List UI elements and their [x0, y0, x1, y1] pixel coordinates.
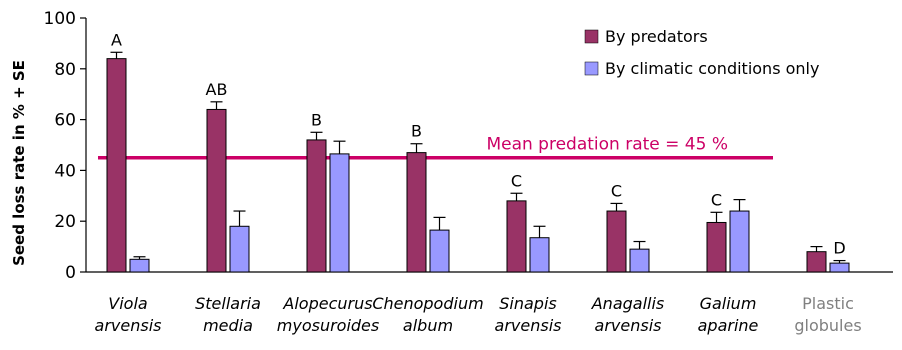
- category-label-line2: arvensis: [495, 316, 562, 335]
- mean-line-label: Mean predation rate = 45 %: [486, 135, 728, 155]
- legend-swatch-predators: [584, 29, 599, 44]
- significance-letter: A: [111, 30, 122, 49]
- bar-climatic: [829, 262, 850, 273]
- y-tick-label: 40: [54, 161, 76, 181]
- bar-climatic: [429, 229, 450, 273]
- y-axis: 0 20 40 60 80 100: [44, 9, 893, 283]
- bar-climatic: [329, 153, 350, 273]
- significance-letter: C: [711, 190, 722, 209]
- category-label-line2: myosuroides: [277, 316, 379, 335]
- bar-climatic: [629, 248, 650, 273]
- legend-swatch-climatic: [584, 61, 599, 76]
- y-tick-label: 100: [44, 9, 76, 29]
- category-label-line2: aparine: [698, 316, 759, 335]
- y-tick-label: 0: [65, 263, 76, 283]
- category-label-line1: Stellaria: [195, 294, 261, 313]
- significance-letter: B: [311, 110, 322, 129]
- category-label-line2: album: [403, 316, 453, 335]
- x-axis: Viola arvensis Stellaria media Alopecurus myo…: [95, 294, 862, 335]
- bar-predators: [206, 108, 227, 273]
- significance-letter: D: [833, 239, 845, 258]
- y-tick-label: 80: [54, 60, 76, 80]
- bar-predators: [106, 58, 127, 273]
- bar-climatic: [229, 225, 250, 273]
- category-label-line2: arvensis: [595, 316, 662, 335]
- category-label-line1: Sinapis: [499, 294, 556, 313]
- bars-group: A AB B B C C C D: [106, 30, 850, 273]
- bar-predators: [506, 200, 527, 273]
- y-tick-label: 60: [54, 111, 76, 131]
- mean-line-group: Mean predation rate = 45 %: [98, 135, 773, 160]
- significance-letter: C: [511, 171, 522, 190]
- legend-label-climatic: By climatic conditions only: [605, 59, 819, 78]
- category-label-line2: media: [203, 316, 253, 335]
- bar-climatic: [129, 258, 150, 273]
- legend: By predators By climatic conditions only: [584, 27, 819, 78]
- category-label-line1: Plastic: [802, 294, 854, 313]
- bar-predators: [806, 251, 827, 273]
- category-label-line1: Alopecurus: [282, 294, 372, 313]
- category-label-line1: Anagallis: [591, 294, 665, 313]
- bar-predators: [706, 221, 727, 273]
- bar-predators: [406, 152, 427, 273]
- significance-letter: C: [611, 181, 622, 200]
- significance-letter: B: [411, 122, 422, 141]
- bar-predators: [606, 210, 627, 273]
- bar-climatic: [529, 237, 550, 273]
- category-label-line1: Chenopodium: [372, 294, 483, 313]
- bar-predators: [306, 139, 327, 273]
- bar-climatic: [729, 210, 750, 273]
- y-tick-label: 20: [54, 212, 76, 232]
- category-label-line2: arvensis: [95, 316, 162, 335]
- category-label-line2: globules: [794, 316, 861, 335]
- significance-letter: AB: [206, 80, 228, 99]
- category-label-line1: Galium: [700, 294, 757, 313]
- y-axis-label: Seed loss rate in % + SE: [10, 60, 28, 266]
- legend-label-predators: By predators: [605, 27, 708, 46]
- category-label-line1: Viola: [108, 294, 147, 313]
